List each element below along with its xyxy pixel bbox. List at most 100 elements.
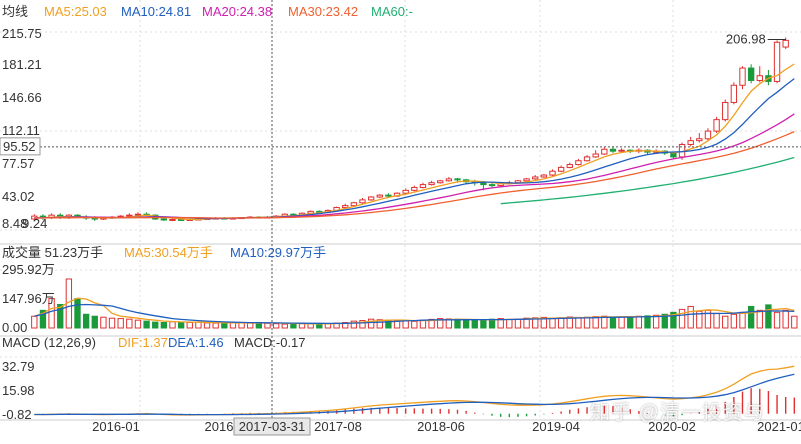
volume-bar	[445, 318, 453, 329]
macd-panel[interactable]	[34, 365, 796, 418]
volume-bar	[350, 320, 358, 329]
candle	[523, 177, 530, 182]
candle	[575, 158, 582, 166]
price-legend-item: MA10:24.81	[121, 4, 191, 19]
candle-body-up	[722, 101, 729, 121]
price-tick-label: 8.48	[2, 216, 27, 231]
volume-bar	[411, 320, 418, 329]
price-legend-item: MA30:23.42	[288, 4, 358, 19]
candle-body-up	[549, 170, 556, 176]
volume-bar	[212, 322, 219, 329]
volume-tick-label: 147.96万	[2, 291, 55, 306]
volume-bar	[402, 320, 409, 329]
volume-bar	[480, 319, 487, 329]
candle-body-up	[739, 67, 746, 86]
price-legend-title: 均线	[2, 4, 28, 19]
price-tick-label: 181.21	[2, 57, 42, 72]
candle	[696, 133, 703, 143]
macd-legend: MACD (12,26,9) DIF:1.37 DEA:1.46 MACD:-0.17	[2, 335, 306, 350]
volume-bar	[549, 318, 556, 329]
volume-bar	[247, 322, 254, 329]
candle	[376, 194, 383, 198]
grid-lines	[0, 0, 801, 421]
crosshair-price-box	[0, 137, 41, 156]
max-price-label: 206.98	[726, 31, 766, 46]
volume-bar	[143, 320, 150, 329]
x-tick-label: 2021-01	[757, 419, 801, 434]
candle-body-up	[359, 199, 366, 204]
price-tick-label: 43.02	[2, 189, 35, 204]
volume-bar	[791, 315, 798, 329]
volume-bar	[782, 309, 789, 329]
volume-tick-label: 0.00	[2, 320, 27, 335]
candle	[411, 185, 418, 192]
watermark: 知乎 @清一投资与	[590, 402, 765, 424]
volume-bar	[186, 322, 193, 329]
volume-bar	[31, 315, 38, 329]
volume-legend-item: MA10:29.97万手	[230, 245, 326, 260]
candle	[359, 197, 366, 204]
volume-legend-title: 成交量 51.23万手	[2, 245, 103, 260]
candle-body-up	[419, 184, 427, 188]
crosshair-price-label: 95.52	[3, 139, 36, 154]
volume-bar	[661, 313, 668, 329]
macd-tick-label: 32.79	[2, 359, 35, 374]
volume-bar	[618, 316, 625, 329]
axis-labels: 215.75 181.21 146.66 112.11 77.57 43.02 8.489.…	[2, 26, 801, 436]
ma30-line	[34, 131, 795, 219]
candle-body-down	[385, 194, 392, 197]
candle-body-up	[773, 41, 781, 82]
candle-body-down	[454, 178, 461, 181]
candle	[557, 165, 565, 173]
candle-body-up	[601, 148, 608, 155]
macd-legend-title: MACD (12,26,9)	[2, 335, 96, 350]
macd-legend-item: MACD:-0.17	[234, 335, 306, 350]
x-tick-label: 2016-01	[92, 419, 140, 434]
volume-panel[interactable]	[31, 278, 798, 329]
candle-body-up	[566, 164, 573, 168]
ma5-line	[34, 63, 795, 221]
candle-body-up	[592, 153, 599, 158]
candle	[739, 66, 746, 90]
price-panel[interactable]: 206.98	[31, 31, 795, 221]
candle-body-up	[696, 138, 703, 142]
candle	[342, 203, 349, 209]
volume-bar	[713, 312, 720, 329]
volume-legend-item: MA5:30.54万手	[124, 245, 213, 260]
volume-bar	[462, 319, 470, 329]
volume-bar	[523, 317, 530, 329]
volume-bar	[471, 320, 478, 329]
candle	[549, 169, 556, 177]
candle	[704, 128, 712, 141]
candle	[367, 196, 375, 201]
candle-body-down	[480, 182, 487, 186]
volume-bar	[644, 315, 651, 329]
volume-bar	[514, 318, 522, 329]
crosshair-date-box	[233, 417, 311, 436]
candle-body-down	[488, 184, 496, 187]
candle-body-up	[350, 202, 358, 207]
volume-bar	[687, 305, 694, 329]
candle	[350, 201, 358, 207]
candle-body-down	[670, 152, 677, 158]
candle-body-down	[609, 148, 617, 152]
price-tick-label: 146.66	[2, 90, 42, 105]
price-legend-item: MA20:24.38	[202, 4, 272, 19]
candle	[402, 188, 409, 195]
x-tick-label: 2018-06	[417, 419, 465, 434]
candle-body-up	[618, 149, 625, 152]
x-tick-label: 2019-04	[532, 419, 580, 434]
candle-body-up	[713, 119, 720, 132]
candle-body-up	[540, 174, 548, 178]
volume-bar	[506, 318, 513, 329]
volume-bar	[203, 322, 211, 329]
volume-bar	[376, 319, 383, 329]
volume-bar	[739, 311, 746, 329]
volume-bar	[177, 321, 185, 329]
candle	[419, 182, 427, 189]
volume-bar	[290, 323, 297, 329]
price-tick-label: 112.11	[2, 123, 40, 138]
volume-bar	[557, 317, 565, 329]
volume-ma10-line	[34, 303, 795, 325]
